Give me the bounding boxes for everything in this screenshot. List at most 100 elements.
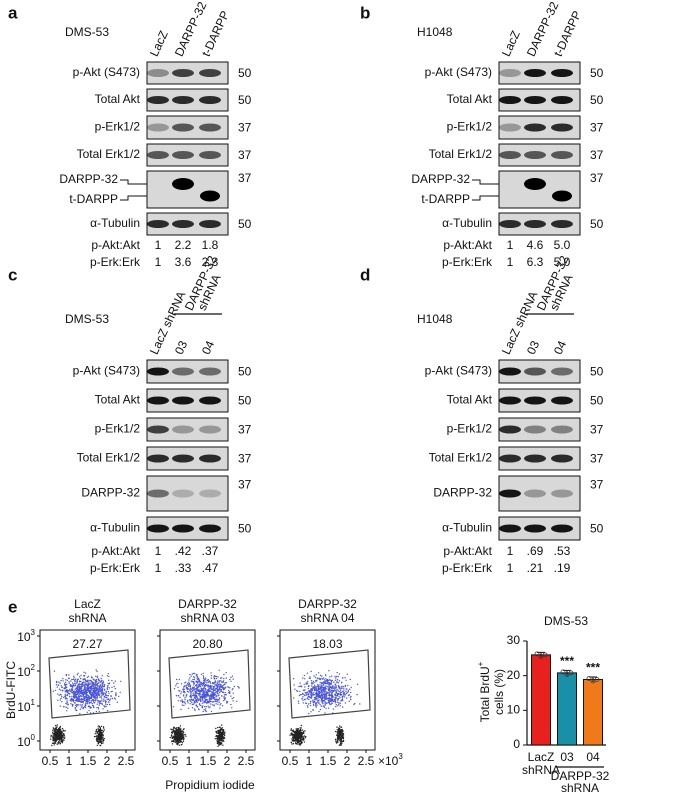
event-dot <box>101 693 104 695</box>
event-dot <box>324 694 326 696</box>
event-dot <box>229 692 231 694</box>
event-dot <box>207 681 210 683</box>
event-dot <box>319 674 322 677</box>
event-dot <box>315 674 317 676</box>
event-dot <box>229 678 231 681</box>
event-dot <box>331 702 334 704</box>
band <box>551 220 573 228</box>
event-dot <box>301 693 303 696</box>
event-dot <box>311 691 313 693</box>
ratio-label: p-Akt:Akt <box>91 238 140 252</box>
plot-title: LacZ <box>74 597 101 611</box>
ratio-label: p-Akt:Akt <box>443 544 492 558</box>
event-dot <box>321 675 323 677</box>
gate-percent: 18.03 <box>312 637 342 651</box>
event-dot <box>175 736 177 738</box>
event-dot <box>70 680 72 682</box>
event-dot <box>191 701 193 704</box>
event-dot <box>331 689 333 692</box>
mw-label: 37 <box>590 478 604 492</box>
event-dot <box>199 681 201 684</box>
row-label: p-Erk1/2 <box>95 422 141 436</box>
event-dot <box>236 700 238 702</box>
event-dot <box>217 692 219 695</box>
event-dot <box>179 725 182 727</box>
event-dot <box>337 697 340 700</box>
blot-box <box>498 170 581 209</box>
event-dot <box>196 696 198 698</box>
event-dot <box>295 728 297 730</box>
event-dot <box>175 683 178 685</box>
event-dot <box>61 686 63 689</box>
band <box>524 425 546 434</box>
event-dot <box>114 680 117 682</box>
event-dot <box>211 693 214 695</box>
replicate-dot <box>568 670 574 676</box>
event-dot <box>100 677 102 680</box>
event-dot <box>76 691 78 694</box>
event-dot <box>51 742 54 744</box>
event-dot <box>212 692 214 694</box>
event-dot <box>58 688 61 690</box>
event-dot <box>50 734 52 737</box>
event-dot <box>87 683 90 685</box>
row-label: p-Erk1/2 <box>447 120 493 134</box>
event-dot <box>192 678 194 681</box>
event-dot <box>336 678 339 681</box>
event-dot <box>118 695 120 698</box>
event-dot <box>195 701 197 703</box>
event-dot <box>100 738 102 740</box>
event-dot <box>220 689 222 691</box>
event-dot <box>100 725 103 728</box>
ratio-value: 5.0 <box>554 255 571 269</box>
event-dot <box>194 708 196 710</box>
event-dot <box>108 692 110 694</box>
event-dot <box>188 679 190 681</box>
event-dot <box>307 680 309 683</box>
event-dot <box>96 697 99 699</box>
replicate-dot <box>534 651 540 657</box>
event-dot <box>199 693 201 695</box>
event-dot <box>302 738 305 740</box>
event-dot <box>205 706 207 708</box>
event-dot <box>348 694 350 696</box>
event-dot <box>213 701 215 703</box>
event-dot <box>319 691 322 694</box>
event-dot <box>222 729 225 731</box>
row-label: Total Erk1/2 <box>429 451 493 465</box>
event-dot <box>100 693 102 695</box>
event-dot <box>291 730 293 732</box>
event-dot <box>109 699 111 702</box>
event-dot <box>83 696 85 698</box>
event-dot <box>214 682 216 684</box>
event-dot <box>208 688 210 690</box>
event-dot <box>90 706 92 709</box>
event-dot <box>185 696 187 698</box>
axis-label: Propidium iodide <box>165 778 255 792</box>
event-dot <box>171 743 174 745</box>
event-dot <box>353 703 355 706</box>
event-dot <box>222 736 224 738</box>
event-dot <box>84 672 87 674</box>
event-dot <box>298 731 300 734</box>
band <box>172 220 194 228</box>
event-dot <box>308 691 310 693</box>
event-dot <box>305 694 307 696</box>
event-dot <box>301 729 304 731</box>
event-dot <box>220 703 222 705</box>
event-dot <box>195 688 197 690</box>
event-dot <box>316 679 318 681</box>
event-dot <box>170 735 173 737</box>
event-dot <box>334 694 336 697</box>
band <box>524 123 546 132</box>
event-dot <box>304 686 306 688</box>
band <box>147 220 169 228</box>
event-dot <box>190 698 192 700</box>
event-dot <box>316 691 318 694</box>
event-dot <box>54 689 57 692</box>
event-dot <box>107 682 110 685</box>
band <box>524 454 546 463</box>
event-dot <box>333 700 335 703</box>
event-dot <box>196 706 199 708</box>
event-dot <box>342 737 344 739</box>
